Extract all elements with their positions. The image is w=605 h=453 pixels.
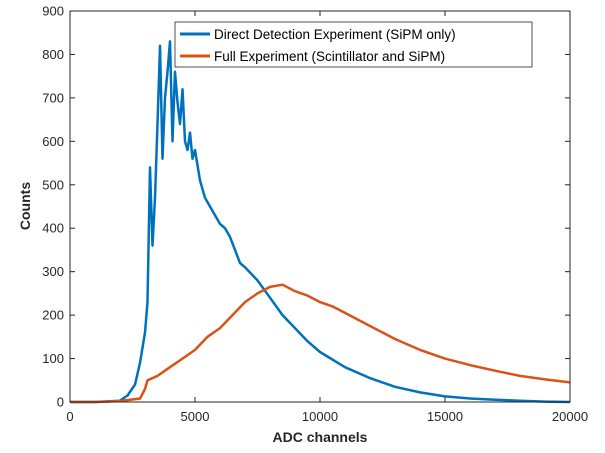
y-tick-label: 800 [42, 47, 64, 62]
legend: Direct Detection Experiment (SiPM only) … [174, 21, 533, 68]
series-layer [70, 40, 571, 404]
y-tick-label: 0 [57, 395, 64, 410]
y-tick-label: 400 [42, 221, 64, 236]
x-tick-label: 5000 [181, 409, 210, 424]
x-tick-label: 15000 [427, 409, 463, 424]
plot-area [70, 11, 570, 402]
y-tick-label: 600 [42, 134, 64, 149]
x-axis-label: ADC channels [273, 429, 368, 445]
y-tick-label: 300 [42, 264, 64, 279]
tick-layer: 0 5000 10000 15000 20000 0 100 200 300 400 500 600 7… [42, 4, 588, 425]
legend-label-direct-detection: Direct Detection Experiment (SiPM only) [214, 27, 456, 42]
y-tick-label: 200 [42, 308, 64, 323]
legend-label-full-experiment: Full Experiment (Scintillator and SiPM) [214, 49, 445, 64]
legend-box [174, 21, 533, 68]
x-tick-label: 10000 [302, 409, 338, 424]
y-tick-label: 100 [42, 351, 64, 366]
x-tick-label: 20000 [552, 409, 588, 424]
series-line-direct-detection [70, 40, 571, 404]
series-line-full-experiment [70, 283, 571, 404]
y-tick-label: 700 [42, 90, 64, 105]
y-axis-label: Counts [17, 182, 33, 230]
y-tick-label: 500 [42, 177, 64, 192]
x-tick-label: 0 [66, 409, 73, 424]
y-tick-label: 900 [42, 4, 64, 19]
